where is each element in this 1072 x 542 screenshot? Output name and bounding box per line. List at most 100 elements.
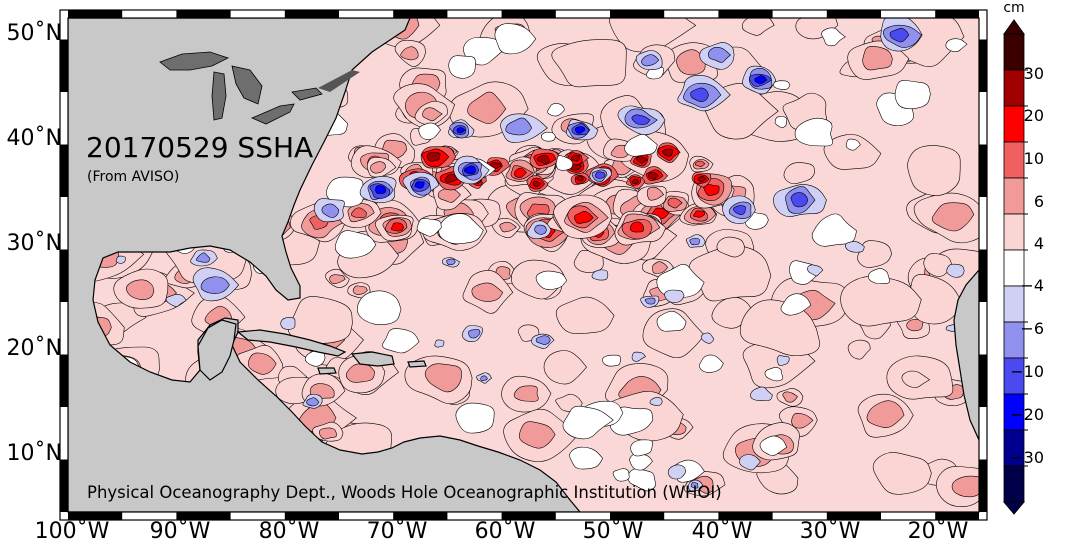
anomaly-contour: [644, 297, 656, 305]
frame-segment: [68, 512, 123, 520]
anomaly-contour: [555, 155, 574, 171]
anomaly-contour: [764, 367, 784, 382]
anomaly-contour: [540, 131, 556, 142]
frame-segment: [935, 512, 979, 520]
frame-segment: [610, 512, 665, 520]
anomaly-contour: [612, 468, 630, 482]
anomaly-contour: [247, 352, 277, 375]
colorbar-swatch: [1003, 69, 1025, 107]
anomaly-contour: [414, 181, 425, 189]
anomaly-contour: [494, 23, 537, 55]
frame-segment: [501, 10, 556, 18]
anomaly-contour: [791, 412, 814, 429]
cbar-label-30: 30: [1024, 64, 1044, 83]
anomaly-contour: [866, 400, 905, 428]
anomaly-contour: [471, 282, 504, 302]
anomaly-contour: [535, 335, 551, 345]
anomaly-contour: [693, 210, 706, 218]
lon-label-70w: 70˚W: [367, 519, 428, 542]
anomaly-contour: [889, 28, 910, 43]
colorbar-swatch: [1003, 177, 1025, 215]
anomaly-contour: [774, 116, 788, 128]
cbar-label-neg20: −20: [1010, 405, 1044, 424]
great-lakes: [159, 51, 323, 125]
anomaly-contour: [636, 156, 648, 164]
anomaly-contour: [662, 148, 673, 157]
anomaly-contour: [356, 290, 402, 326]
frame-segment: [979, 459, 987, 512]
cbar-label-neg4: −4: [1020, 276, 1044, 295]
anomaly-contour: [280, 317, 296, 330]
anomaly-contour: [446, 258, 456, 266]
anomaly-contour: [716, 236, 745, 258]
anomaly-contour: [946, 263, 965, 278]
anomaly-contour: [783, 162, 815, 185]
anomaly-contour: [759, 435, 788, 456]
anomaly-contour: [945, 38, 968, 52]
frame-segment: [393, 10, 448, 18]
anomaly-contour: [416, 218, 442, 237]
frame-segment: [826, 10, 881, 18]
colorbar-bottom-arrow: [1002, 501, 1026, 515]
frame-segment: [826, 512, 881, 520]
anomaly-contour: [382, 328, 420, 354]
anomaly-contour: [690, 482, 699, 489]
lon-label-90w: 90˚W: [150, 519, 211, 542]
cbar-label-10: 10: [1024, 149, 1044, 168]
anomaly-contour: [444, 173, 460, 183]
anomaly-contour: [694, 160, 706, 167]
lake-michigan: [211, 71, 227, 121]
anomaly-contour: [438, 213, 484, 245]
lon-label-50w: 50˚W: [583, 519, 644, 542]
anomaly-contour: [456, 127, 466, 134]
anomaly-contour: [334, 230, 377, 259]
anomaly-contour: [656, 310, 687, 332]
colorbar-swatch: [1003, 213, 1025, 251]
anomaly-contour: [794, 117, 833, 147]
frame-segment: [935, 10, 979, 18]
cbar-label-neg6: −6: [1020, 319, 1044, 338]
anomaly-contour: [455, 402, 495, 434]
st-lawrence-estuary: [318, 70, 360, 92]
anomaly-contour: [664, 289, 685, 303]
anomaly-contour: [390, 222, 404, 232]
lat-label-40n: 40˚N: [7, 126, 62, 151]
cbar-label-6: 6: [1034, 192, 1044, 211]
anomaly-contour: [631, 114, 651, 125]
anomaly-contour: [514, 167, 527, 178]
anomaly-contour: [574, 211, 594, 224]
anomaly-contour: [551, 39, 627, 88]
colorbar-swatch: [1003, 141, 1025, 179]
frame-segment: [284, 10, 339, 18]
anomaly-contour: [533, 180, 542, 187]
anomaly-contour: [641, 54, 660, 67]
lon-label-30w: 30˚W: [800, 519, 861, 542]
anomaly-contour: [750, 386, 773, 402]
anomaly-contour: [591, 269, 609, 281]
hispaniola-island: [350, 351, 395, 367]
anomaly-contour: [700, 332, 715, 344]
lon-label-40w: 40˚W: [692, 519, 753, 542]
anomaly-contour: [845, 138, 861, 151]
frame-segment: [176, 10, 231, 18]
frame-segment: [718, 512, 773, 520]
anomaly-contour: [632, 178, 639, 185]
frame-segment: [979, 144, 987, 197]
lat-label-20n: 20˚N: [7, 336, 62, 361]
frame-segment: [979, 354, 987, 407]
frame-segment: [68, 10, 123, 18]
anomaly-contour: [647, 172, 659, 180]
anomaly-contour: [823, 134, 882, 170]
lake-erie: [250, 103, 295, 125]
frame-segment: [176, 512, 231, 520]
anomaly-contour: [780, 293, 812, 316]
cuba-island: [236, 329, 347, 357]
lon-label-60w: 60˚W: [475, 519, 536, 542]
anomaly-contour: [602, 354, 621, 367]
anomaly-contour: [630, 439, 653, 457]
coastal-dark-details: [318, 70, 360, 92]
anomaly-contour: [782, 391, 798, 403]
anomaly-contour: [754, 75, 768, 84]
anomaly-contour: [200, 276, 230, 294]
